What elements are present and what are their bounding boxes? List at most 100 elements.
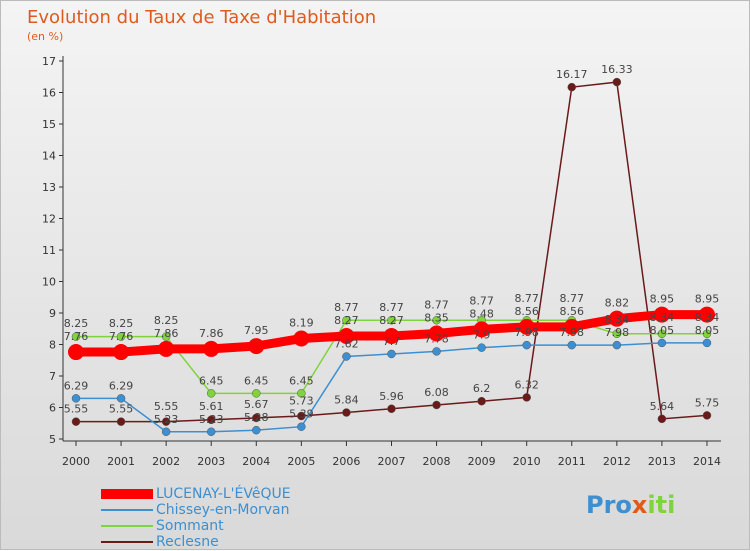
data-label: 5.23 <box>199 413 224 426</box>
data-label: 8.77 <box>469 294 494 307</box>
data-label: 8.27 <box>334 314 359 327</box>
data-point <box>293 330 310 347</box>
data-point <box>383 327 400 344</box>
data-label: 5.55 <box>154 400 179 413</box>
data-label: 8.19 <box>289 317 314 330</box>
legend-label: Reclesne <box>156 534 219 550</box>
y-tick-label: 17 <box>42 55 56 68</box>
data-label: 8.05 <box>695 324 720 337</box>
y-tick-label: 5 <box>49 433 56 446</box>
data-label: 7.98 <box>514 326 539 339</box>
data-point <box>342 408 351 417</box>
x-tick-label: 2004 <box>242 455 270 468</box>
data-label: 6.29 <box>64 379 89 392</box>
data-point <box>702 329 712 339</box>
x-tick-label: 2009 <box>468 455 496 468</box>
data-label: 8.77 <box>560 292 585 305</box>
data-point <box>342 352 351 361</box>
legend-swatch <box>101 525 153 527</box>
data-point <box>612 77 622 87</box>
data-point <box>116 394 126 403</box>
data-point <box>252 425 261 435</box>
data-label: 5.75 <box>695 396 720 409</box>
data-label: 6.2 <box>473 382 491 395</box>
data-point <box>612 340 622 350</box>
data-label: 16.33 <box>601 63 633 76</box>
data-point <box>653 306 670 323</box>
data-label: 7.9 <box>473 329 491 342</box>
data-point <box>71 417 81 426</box>
data-point <box>518 318 535 335</box>
data-label: 6.45 <box>199 374 224 387</box>
data-label: 5.96 <box>379 390 404 403</box>
data-label: 7.7 <box>383 335 401 348</box>
data-point <box>68 344 84 361</box>
x-tick-label: 2012 <box>603 455 631 468</box>
data-label: 8.95 <box>695 293 720 306</box>
data-point <box>702 338 712 348</box>
data-label: 8.82 <box>605 297 630 310</box>
data-point <box>248 338 265 355</box>
data-point <box>297 389 306 398</box>
data-point <box>477 396 486 406</box>
data-label: 5.55 <box>64 403 89 416</box>
data-point <box>387 349 396 359</box>
data-point <box>71 394 81 403</box>
data-point <box>203 340 220 357</box>
data-point <box>252 389 261 398</box>
data-label: 5.67 <box>244 398 269 411</box>
data-label: 6.45 <box>289 374 314 387</box>
x-tick-label: 2005 <box>287 455 315 468</box>
data-label: 8.77 <box>424 298 449 311</box>
data-label: 7.98 <box>560 326 585 339</box>
data-label: 7.98 <box>605 326 630 339</box>
data-point <box>698 306 715 323</box>
data-label: 5.73 <box>289 395 314 408</box>
chart-title: Evolution du Taux de Taxe d'Habitation <box>27 7 377 28</box>
data-point <box>71 332 81 341</box>
y-tick-label: 9 <box>49 307 56 320</box>
data-label: 8.77 <box>334 301 359 314</box>
data-label: 5.55 <box>109 403 134 416</box>
x-tick-label: 2014 <box>693 455 721 468</box>
data-label: 8.35 <box>424 311 449 324</box>
data-label: 6.32 <box>514 378 539 391</box>
y-tick-label: 6 <box>49 402 56 415</box>
x-tick-label: 2001 <box>107 455 135 468</box>
legend-swatch <box>101 489 153 499</box>
data-label: 7.86 <box>199 327 224 340</box>
data-point <box>161 427 171 437</box>
y-tick-label: 13 <box>42 181 56 194</box>
data-label: 8.25 <box>154 314 179 327</box>
y-axis-unit: (en %) <box>27 30 64 43</box>
proxiti-logo: Proxiti <box>586 491 676 519</box>
data-label: 8.34 <box>695 311 720 324</box>
data-point <box>473 321 490 338</box>
data-label: 7.95 <box>244 324 269 337</box>
y-tick-label: 16 <box>42 87 56 100</box>
legend-swatch <box>101 541 153 543</box>
y-tick-label: 7 <box>49 370 56 383</box>
y-tick-label: 15 <box>42 118 56 131</box>
data-label: 8.48 <box>469 307 494 320</box>
data-point <box>657 338 667 348</box>
data-label: 6.29 <box>109 379 134 392</box>
x-tick-label: 2002 <box>152 455 180 468</box>
data-point <box>702 411 712 420</box>
data-point <box>116 417 126 426</box>
data-point <box>432 400 441 410</box>
data-point <box>657 414 667 424</box>
data-point <box>432 347 441 356</box>
data-label: 7.86 <box>154 327 179 340</box>
data-label: 6.08 <box>424 386 449 399</box>
x-tick-label: 2000 <box>62 455 90 468</box>
x-tick-label: 2006 <box>332 455 360 468</box>
data-label: 8.25 <box>64 317 89 330</box>
data-point <box>387 404 396 414</box>
data-point <box>387 315 396 325</box>
data-point <box>522 393 531 402</box>
data-point <box>113 344 130 361</box>
data-label: 7.62 <box>334 337 359 350</box>
